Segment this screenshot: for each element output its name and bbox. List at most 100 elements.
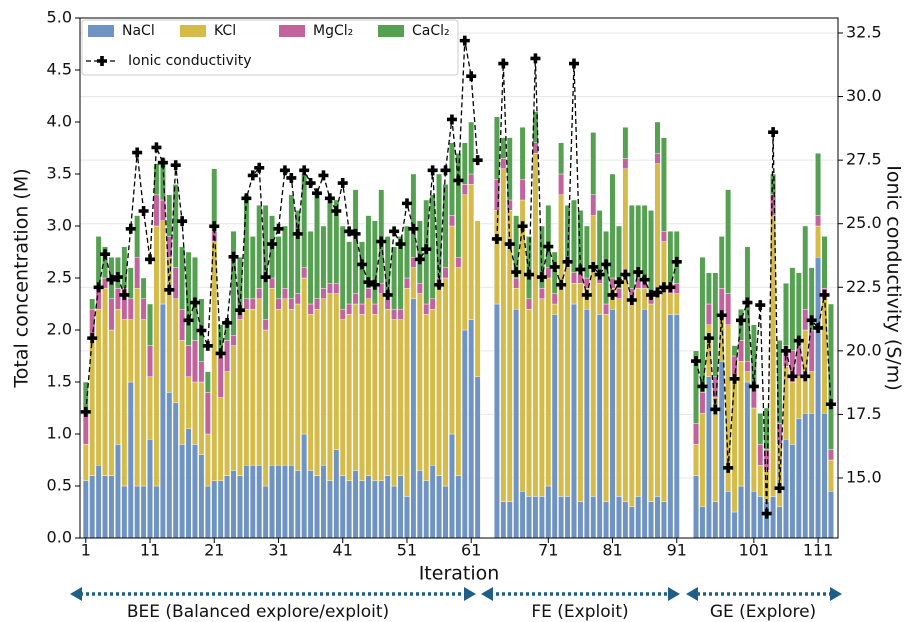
bar-segment	[538, 298, 545, 497]
arrow-head	[481, 587, 493, 601]
bar-segment	[783, 283, 789, 346]
bar-segment	[583, 225, 590, 279]
bar-segment	[519, 491, 526, 539]
x-tick-label: 31	[268, 541, 288, 560]
section-label: FE (Exploit)	[531, 602, 628, 622]
conductivity-marker	[222, 317, 233, 328]
conductivity-marker	[87, 333, 98, 344]
bar-segment	[538, 225, 545, 289]
bar-segment	[641, 288, 648, 310]
conductivity-marker	[119, 289, 130, 300]
bar-segment	[288, 194, 295, 300]
bar-segment	[468, 319, 475, 539]
y2-tick-label: 25.0	[846, 213, 882, 232]
bar-segment	[365, 288, 372, 299]
bar-segment	[346, 241, 353, 305]
bar-segment	[314, 194, 320, 300]
x-tick-label: 111	[803, 541, 834, 560]
bar-segment	[82, 444, 89, 481]
bar-segment	[802, 225, 809, 310]
bar-segment	[269, 288, 275, 466]
bar-segment	[590, 132, 597, 195]
conductivity-marker	[279, 165, 290, 176]
bar-segment	[821, 413, 828, 539]
bar-segment	[339, 475, 346, 539]
conductivity-marker	[350, 228, 361, 239]
bar-segment	[551, 314, 558, 539]
bar-segment	[262, 329, 269, 487]
bar-segment	[192, 381, 198, 445]
conductivity-marker	[273, 223, 284, 234]
bar-segment	[789, 267, 796, 352]
conductivity-marker	[389, 226, 400, 237]
bar-segment	[404, 496, 410, 539]
x-tick-label: 81	[602, 541, 622, 560]
conductivity-marker	[157, 157, 168, 168]
bar-segment	[153, 163, 160, 196]
bar-segment	[590, 194, 597, 216]
bar-segment	[410, 298, 417, 539]
bar-segment	[661, 241, 667, 502]
bar-segment	[140, 485, 147, 539]
bar-segment	[179, 309, 186, 341]
bar-segment	[449, 215, 455, 227]
bar-segment	[307, 230, 314, 305]
conductivity-marker	[106, 274, 117, 285]
bar-segment	[301, 267, 308, 279]
conductivity-marker	[671, 256, 682, 267]
bar-segment	[102, 288, 108, 476]
bar-segment	[468, 184, 475, 320]
y-tick-label: 0.5	[47, 476, 72, 495]
conductivity-marker	[517, 221, 528, 232]
bar-segment	[603, 303, 610, 315]
bar-segment	[545, 204, 552, 268]
bar-segment	[147, 303, 153, 346]
bar-segment	[705, 303, 712, 325]
bar-segment	[359, 314, 365, 481]
conductivity-marker	[562, 256, 573, 267]
bar-segment	[616, 496, 622, 539]
bar-segment	[551, 251, 558, 294]
bar-segment	[538, 288, 545, 299]
bar-segment	[577, 283, 584, 502]
bar-segment	[352, 293, 359, 305]
bar-segment	[461, 329, 468, 539]
bar-segment	[500, 501, 507, 539]
bar-segment	[172, 184, 179, 268]
conductivity-marker	[819, 289, 830, 300]
bar-segment	[384, 475, 391, 539]
bar-segment	[571, 283, 577, 305]
bar-segment	[776, 506, 783, 539]
bar-segment	[474, 376, 481, 539]
conductivity-marker	[100, 249, 111, 260]
bar-segment	[628, 298, 635, 507]
bar-segment	[616, 298, 622, 497]
bar-segment	[307, 303, 314, 315]
conductivity-marker	[736, 315, 747, 326]
conductivity-marker	[742, 297, 753, 308]
conductivity-marker	[446, 114, 457, 125]
bar-segment	[307, 470, 314, 539]
bar-segment	[654, 163, 661, 497]
bar-segment	[416, 470, 423, 539]
bar-segment	[744, 371, 751, 383]
conductivity-marker	[543, 241, 554, 252]
y-tick-label: 4.0	[47, 112, 72, 131]
bar-segment	[455, 267, 462, 476]
bar-segment	[217, 355, 224, 398]
bar-segment	[185, 376, 192, 429]
y2-tick-label: 32.5	[846, 23, 882, 42]
bar-segment	[275, 309, 282, 466]
bar-segment	[821, 298, 828, 414]
bar-segment	[583, 309, 590, 539]
bar-segment	[198, 381, 205, 456]
conductivity-marker	[138, 205, 149, 216]
bar-segment	[661, 137, 667, 232]
bar-segment	[603, 501, 610, 539]
conductivity-marker	[434, 279, 445, 290]
bar-segment	[371, 480, 378, 539]
y2-axis-title: Ionic conductivity (S/m)	[883, 165, 905, 390]
conductivity-marker	[755, 300, 766, 311]
bar-segment	[757, 413, 764, 445]
bar-segment	[288, 309, 295, 466]
